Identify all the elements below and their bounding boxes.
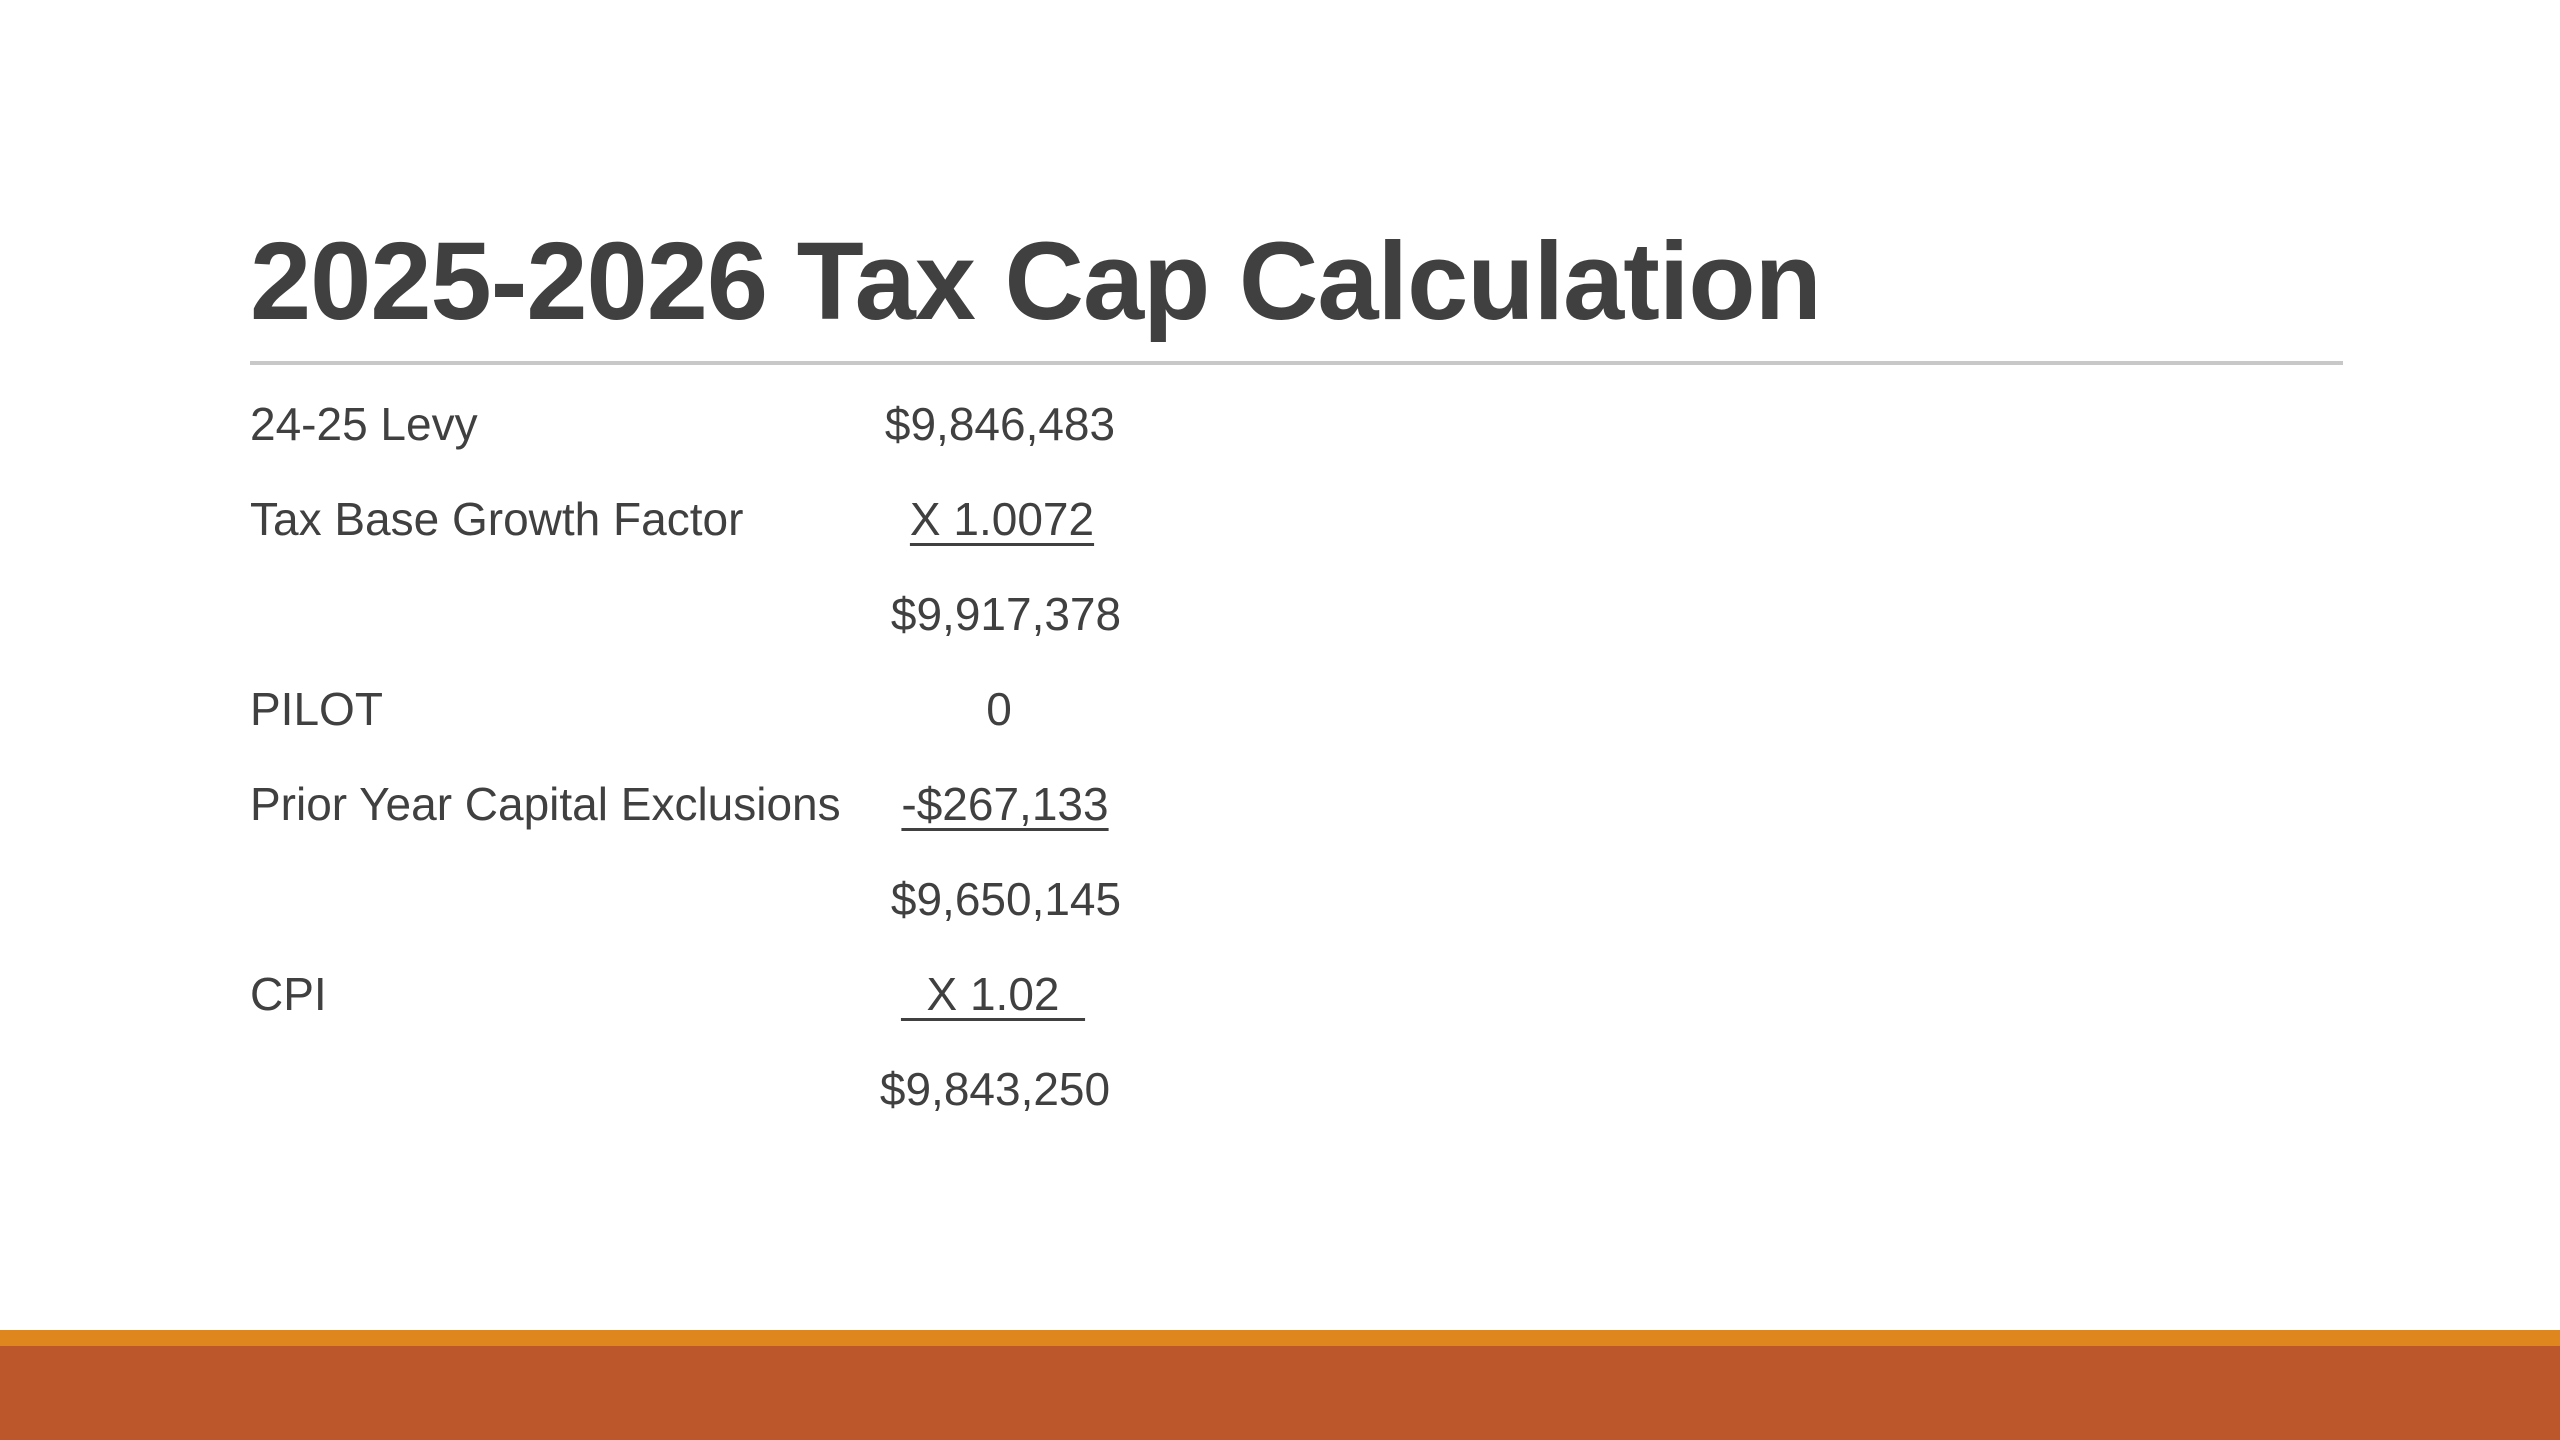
row-label: 24-25 Levy: [250, 398, 478, 450]
calc-row-levy: 24-25 Levy $9,846,483: [250, 376, 1350, 471]
row-label: CPI: [250, 968, 327, 1020]
calc-row-total: $9,843,250: [250, 1041, 1350, 1136]
row-value: $9,843,250: [879, 1063, 1111, 1115]
calc-row-capital-exclusions: Prior Year Capital Exclusions -$267,133: [250, 756, 1350, 851]
row-label: PILOT: [250, 683, 383, 735]
calc-row-subtotal-1: $9,917,378: [250, 566, 1350, 661]
calc-row-growth-factor: Tax Base Growth Factor X 1.0072: [250, 471, 1350, 566]
calc-row-cpi: CPI X 1.02: [250, 946, 1350, 1041]
calc-row-subtotal-2: $9,650,145: [250, 851, 1350, 946]
title-divider: [250, 361, 2343, 365]
row-value: X 1.02: [900, 968, 1086, 1020]
slide-title: 2025-2026 Tax Cap Calculation: [250, 220, 1822, 343]
row-label: Tax Base Growth Factor: [250, 493, 744, 545]
calc-row-pilot: PILOT 0: [250, 661, 1350, 756]
row-label: Prior Year Capital Exclusions: [250, 778, 841, 830]
row-value: -$267,133: [901, 778, 1109, 830]
row-value: $9,917,378: [890, 588, 1122, 640]
footer-accent-stripe: [0, 1330, 2560, 1346]
calculation-table: 24-25 Levy $9,846,483 Tax Base Growth Fa…: [250, 376, 1350, 1136]
row-value: $9,650,145: [890, 873, 1122, 925]
row-value: X 1.0072: [909, 493, 1095, 545]
footer-band: [0, 1346, 2560, 1440]
row-value: 0: [986, 683, 1012, 735]
row-value: $9,846,483: [884, 398, 1116, 450]
